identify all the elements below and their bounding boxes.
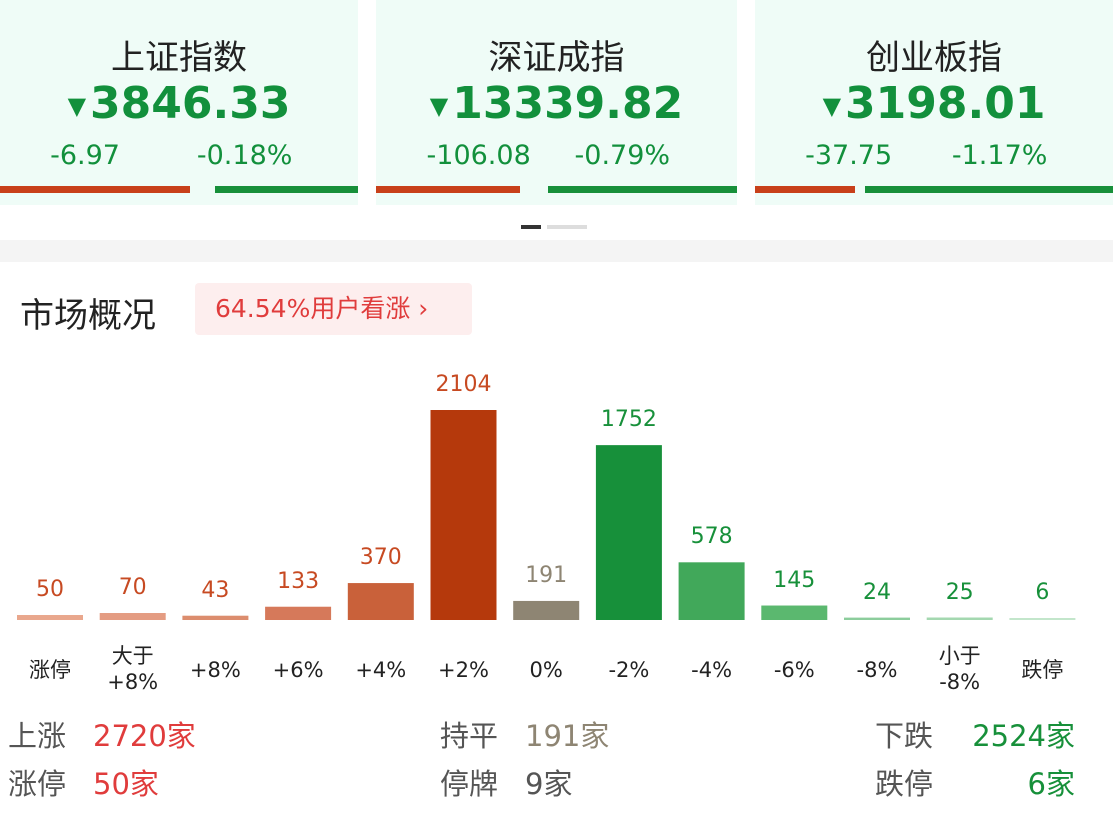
category-label: -2%	[608, 658, 650, 682]
summary-label: 停牌	[440, 767, 499, 801]
summary-value: 2524家	[972, 719, 1075, 753]
index-value: ▼3198.01	[755, 78, 1113, 129]
page-dot	[547, 225, 587, 229]
bar	[761, 605, 828, 620]
index-change: -106.08	[426, 140, 531, 171]
value-label: 578	[690, 524, 733, 550]
value-label: 145	[773, 567, 816, 593]
category-label: +8%	[189, 658, 241, 682]
sentiment-pill[interactable]: 64.54%用户看涨 ›	[195, 283, 472, 335]
category-label: -4%	[691, 658, 733, 682]
summary-label: 持平	[440, 719, 499, 753]
down-arrow: ▼	[429, 92, 449, 120]
bar	[926, 617, 993, 620]
value-text: 3198.01	[845, 78, 1046, 129]
category-label: 跌停	[1021, 658, 1064, 682]
down-arrow: ▼	[822, 92, 842, 120]
bar	[513, 600, 580, 620]
rise-ratio	[755, 186, 855, 193]
fall-ratio	[215, 186, 358, 193]
index-value: ▼3846.33	[0, 78, 358, 129]
category-label: 0%	[529, 658, 563, 682]
index-value: ▼13339.82	[376, 78, 737, 129]
value-label: 2104	[435, 372, 492, 397]
index-name: 上证指数	[111, 38, 247, 78]
summary-value: 9家	[525, 767, 573, 801]
separator	[0, 240, 1113, 262]
rise-ratio	[376, 186, 520, 193]
sentiment: 64.54%用户看涨	[215, 294, 411, 323]
summary-value: 191家	[525, 719, 610, 753]
category-label: 小于 -8%	[938, 644, 981, 694]
category-label: +6%	[272, 658, 324, 682]
summary-label: 涨停	[8, 767, 67, 801]
value-text: 3846.33	[90, 78, 291, 129]
category-label: 大于 +8%	[107, 644, 159, 694]
index-change: -6.97	[50, 140, 120, 171]
bar	[182, 615, 249, 620]
summary-label: 下跌	[875, 719, 934, 753]
index-card[interactable]: 上证指数 ▼3846.33 -6.97 -0.18%	[0, 0, 358, 205]
index-card[interactable]: 深证成指 ▼13339.82 -106.08 -0.79%	[376, 0, 737, 205]
index-change: -37.75	[805, 140, 893, 171]
index-pct: -1.17%	[951, 140, 1048, 171]
value-label: 70	[118, 575, 147, 600]
value-label: 50	[36, 577, 64, 602]
category-label: 涨停	[29, 658, 71, 682]
section-title: 市场概况	[20, 296, 156, 336]
value-text: 13339.82	[452, 78, 684, 129]
fall-ratio	[865, 186, 1113, 193]
index-name: 深证成指	[488, 38, 625, 78]
category-label: +2%	[438, 658, 489, 682]
page-dot	[521, 225, 541, 229]
category-label: +4%	[355, 658, 407, 682]
summary-value: 50家	[93, 767, 159, 801]
down-arrow: ▼	[67, 92, 87, 120]
bar	[430, 410, 497, 620]
value-label: 191	[525, 562, 568, 588]
value-label: 370	[359, 545, 402, 571]
summary-value: 6家	[1027, 767, 1075, 801]
index-card[interactable]: 创业板指 ▼3198.01 -37.75 -1.17%	[755, 0, 1113, 205]
value-label: 43	[201, 577, 230, 603]
index-name: 创业板指	[866, 38, 1002, 78]
bar	[99, 613, 166, 620]
value-label: 24	[863, 579, 891, 605]
bar	[678, 562, 745, 620]
bar	[1009, 618, 1076, 620]
summary-value: 2720家	[93, 719, 196, 753]
value-label: 1752	[600, 407, 657, 433]
value-label: 133	[277, 568, 320, 594]
summary-label: 上涨	[8, 719, 67, 753]
bar	[347, 583, 414, 620]
bar	[844, 617, 910, 620]
category-label: -6%	[773, 658, 815, 682]
category-label: -8%	[856, 658, 898, 682]
summary-label: 跌停	[875, 767, 934, 801]
index-pct: -0.18%	[196, 140, 293, 171]
value-label: 25	[945, 579, 974, 605]
distribution-chart	[17, 410, 1076, 620]
rise-ratio	[0, 186, 190, 193]
bar	[17, 615, 83, 620]
fall-ratio	[548, 186, 737, 193]
bar	[595, 445, 662, 620]
index-pct: -0.79%	[574, 140, 671, 171]
value-label: 6	[1035, 580, 1050, 605]
bar	[265, 606, 332, 620]
